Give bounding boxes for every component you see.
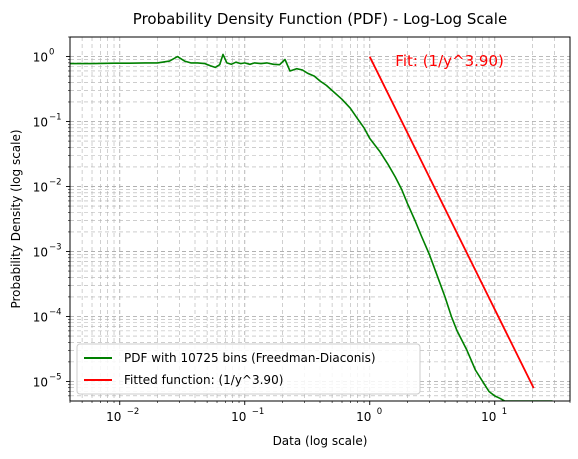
x-tick-label: 10 xyxy=(356,410,371,424)
y-tick-label: 10 xyxy=(33,245,48,259)
x-axis-label: Data (log scale) xyxy=(273,434,368,448)
y-tick-exponent: −2 xyxy=(49,178,62,188)
legend-label-fit: Fitted function: (1/y^3.90) xyxy=(124,373,283,387)
y-tick-exponent: 0 xyxy=(49,48,54,58)
x-tick-label: 10 xyxy=(231,410,246,424)
fit-series-line xyxy=(368,56,535,389)
legend-label-pdf: PDF with 10725 bins (Freedman-Diaconis) xyxy=(124,351,376,365)
y-tick-label: 10 xyxy=(33,116,48,130)
y-tick-label: 10 xyxy=(33,375,48,389)
chart-title: Probability Density Function (PDF) - Log… xyxy=(133,10,507,28)
tick-layer: 10 −2 10 −1 10 0 10 110 −510 −410 −310 −210 −110 0 xyxy=(33,36,571,424)
x-tick-exponent: 0 xyxy=(377,407,382,417)
legend: PDF with 10725 bins (Freedman-Diaconis) … xyxy=(76,343,421,395)
y-tick-exponent: −4 xyxy=(49,307,62,317)
legend-box xyxy=(76,343,421,395)
y-tick-exponent: −1 xyxy=(49,113,62,123)
x-tick-label: 10 xyxy=(106,410,121,424)
y-tick-label: 10 xyxy=(33,51,48,65)
x-tick-exponent: −1 xyxy=(252,407,265,417)
grid xyxy=(69,36,571,401)
fit-annotation: Fit: (1/y^3.90) xyxy=(395,52,504,70)
x-tick-exponent: −2 xyxy=(127,407,140,417)
y-tick-label: 10 xyxy=(33,310,48,324)
y-axis-label: Probability Density (log scale) xyxy=(9,129,23,308)
y-tick-exponent: −3 xyxy=(49,242,62,252)
x-tick-label: 10 xyxy=(481,410,496,424)
y-tick-exponent: −5 xyxy=(49,372,62,382)
y-tick-label: 10 xyxy=(33,181,48,195)
x-tick-exponent: 1 xyxy=(502,407,507,417)
